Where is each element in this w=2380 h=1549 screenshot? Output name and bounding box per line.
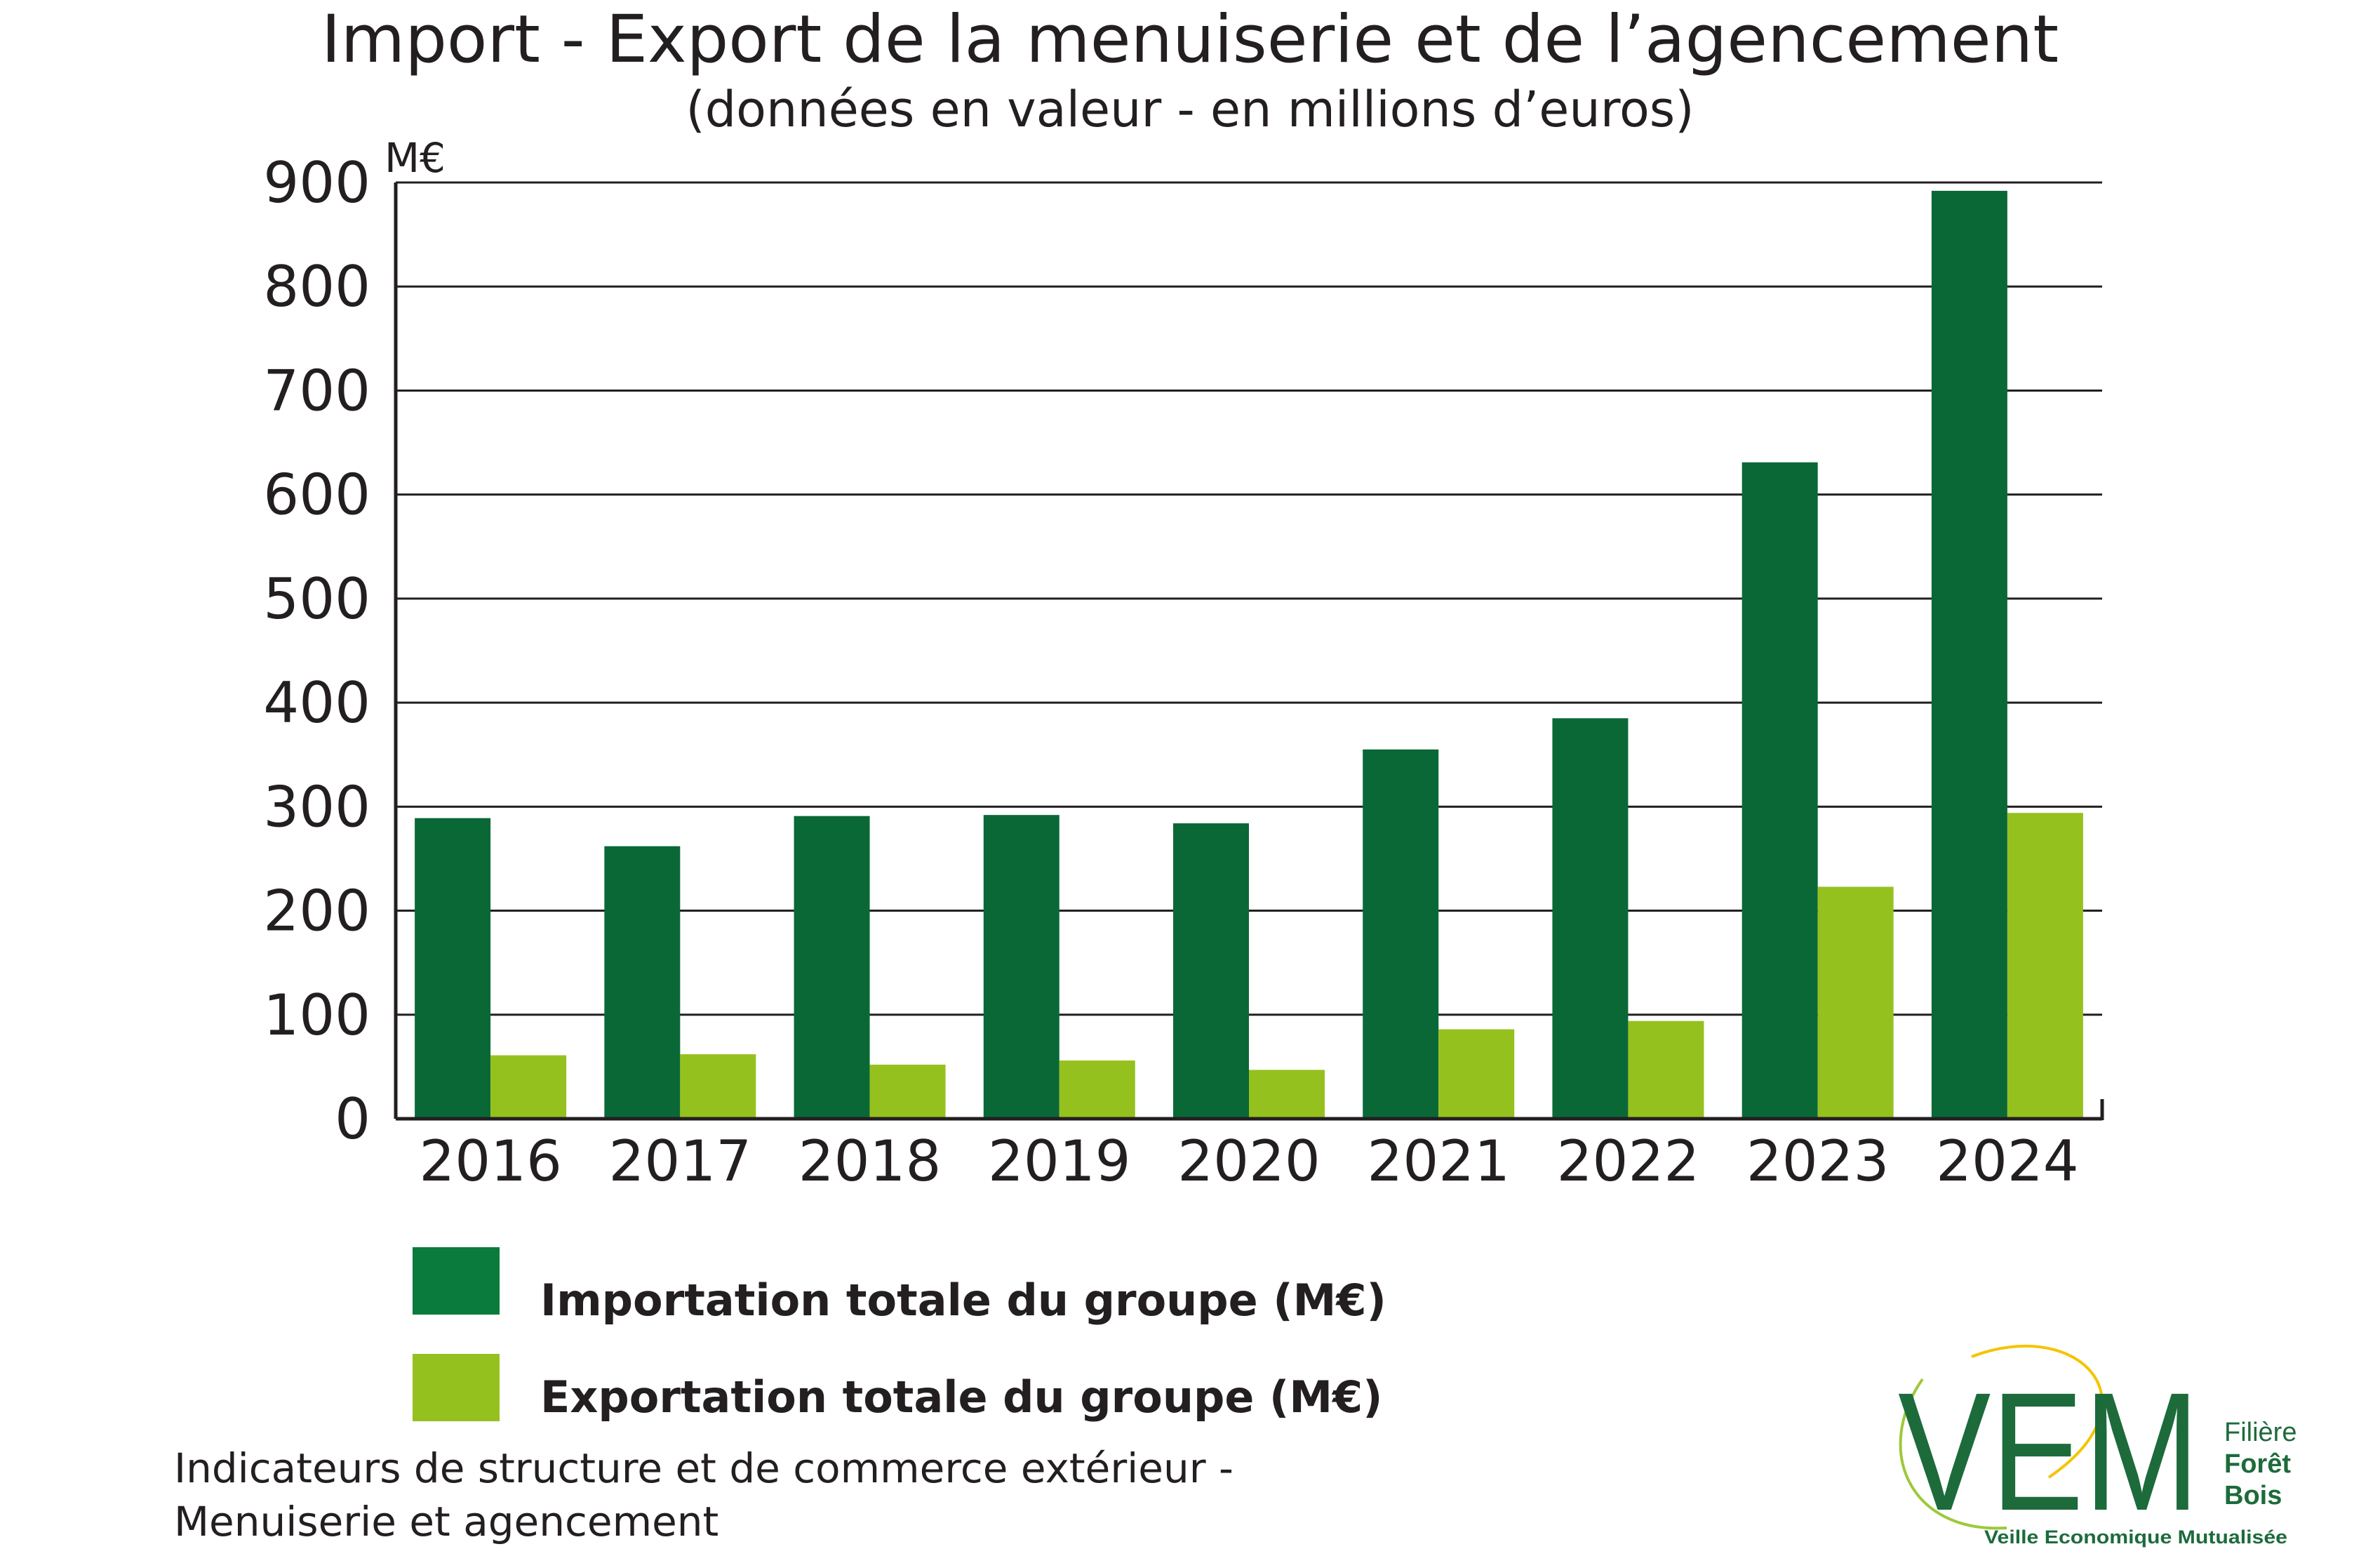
source-note-line-1: Indicateurs de structure et de commerce …: [174, 1444, 1234, 1492]
y-tick-label: 400: [263, 670, 370, 736]
y-tick-label: 200: [263, 879, 370, 944]
bars: [415, 190, 2083, 1119]
source-note-line-2: Menuiserie et agencement: [174, 1498, 719, 1545]
y-tick-label: 100: [263, 983, 370, 1048]
bar-export-2022: [1628, 1021, 1704, 1119]
x-tick-label: 2017: [609, 1129, 752, 1194]
axes: [394, 182, 2104, 1121]
bar-export-2020: [1249, 1070, 1325, 1119]
logo-tagline: Veille Economique Mutualisée: [1984, 1527, 2287, 1548]
bar-export-2023: [1817, 886, 1894, 1119]
bar-import-2022: [1552, 718, 1629, 1119]
x-tick-label: 2018: [798, 1129, 942, 1194]
x-tick-label: 2016: [419, 1129, 562, 1194]
bar-export-2021: [1438, 1029, 1515, 1119]
x-tick-label: 2020: [1177, 1129, 1321, 1194]
bar-import-2018: [794, 816, 870, 1119]
chart-subtitle: (données en valeur - en millions d’euros…: [686, 81, 1694, 138]
x-tick-label: 2024: [1936, 1129, 2079, 1194]
bar-export-2017: [680, 1054, 756, 1119]
bar-import-2020: [1173, 823, 1249, 1119]
x-tick-label: 2023: [1746, 1129, 1890, 1194]
chart-title: Import - Export de la menuiserie et de l…: [321, 1, 2059, 78]
bar-import-2024: [1931, 190, 2007, 1119]
bar-import-2023: [1741, 462, 1818, 1119]
logo-line-bois: Bois: [2224, 1481, 2282, 1510]
logo-arc-yellow: [1971, 1344, 2104, 1479]
source-note: Indicateurs de structure et de commerce …: [174, 1442, 1234, 1548]
y-tick-label: 0: [335, 1086, 370, 1152]
y-tick-label: 600: [263, 463, 370, 528]
y-axis-unit-label: M€: [385, 134, 446, 182]
tick-labels: 0 100 200 300 400 500 600 700 800 900 2016 2017 2018…: [263, 150, 2078, 1194]
bar-export-2016: [490, 1055, 567, 1119]
legend-swatch-import: [413, 1247, 500, 1315]
bar-export-2018: [869, 1064, 946, 1119]
y-tick-label: 500: [263, 566, 370, 632]
logo-arc-green: [1899, 1378, 2007, 1530]
legend-label-import: Importation totale du groupe (M€): [540, 1275, 1386, 1326]
logo-wordmark: VEM: [1898, 1357, 2200, 1545]
x-tick-label: 2022: [1557, 1129, 1700, 1194]
logo-line-foret: Forêt: [2224, 1449, 2291, 1479]
bar-export-2024: [2007, 813, 2083, 1119]
x-tick-label: 2021: [1367, 1129, 1510, 1194]
bar-import-2017: [604, 846, 681, 1119]
legend-label-export: Exportation totale du groupe (M€): [540, 1371, 1383, 1423]
vem-logo: VEM Filière Forêt Bois Veille Economique…: [1898, 1344, 2297, 1548]
bar-import-2016: [415, 818, 491, 1119]
bar-import-2021: [1363, 749, 1439, 1119]
x-tick-label: 2019: [988, 1129, 1131, 1194]
bar-import-2019: [983, 815, 1059, 1119]
y-tick-label: 800: [263, 254, 370, 319]
y-tick-label: 900: [263, 150, 370, 215]
y-tick-label: 300: [263, 774, 370, 839]
legend-swatch-export: [413, 1354, 500, 1421]
logo-line-filiere: Filière: [2224, 1418, 2297, 1447]
y-tick-label: 700: [263, 358, 370, 423]
bar-export-2019: [1059, 1060, 1135, 1119]
